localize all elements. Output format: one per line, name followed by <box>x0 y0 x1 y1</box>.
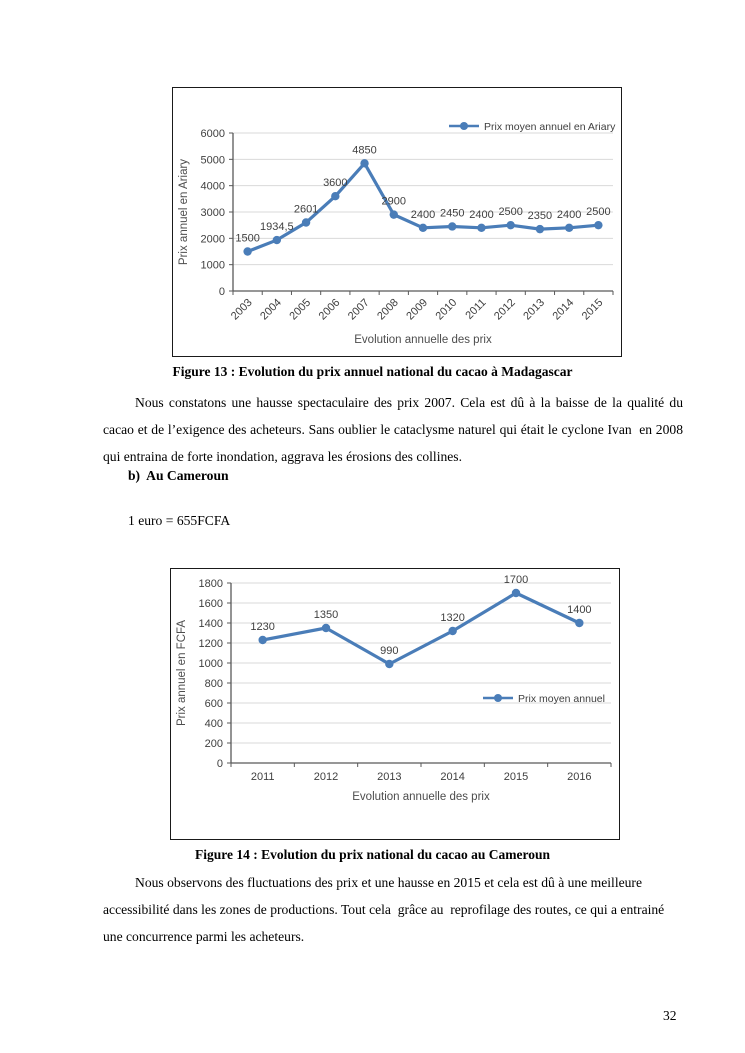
data-point-marker <box>389 210 398 219</box>
y-tick-label: 200 <box>205 738 223 750</box>
x-tick-label: 2014 <box>440 771 464 783</box>
data-label: 1500 <box>235 233 259 245</box>
data-point-marker <box>448 222 457 231</box>
y-tick-label: 0 <box>217 758 223 770</box>
x-tick-label: 2012 <box>314 771 338 783</box>
x-tick-label: 2011 <box>463 297 488 322</box>
y-tick-label: 1800 <box>199 578 223 590</box>
data-point-marker <box>506 220 515 230</box>
data-label: 2400 <box>557 209 581 221</box>
data-label: 2601 <box>294 204 318 216</box>
data-point-marker <box>385 659 394 669</box>
y-tick-label: 1000 <box>199 658 223 670</box>
page-number: 32 <box>663 1008 677 1023</box>
x-tick-label: 2008 <box>375 297 401 323</box>
x-tick-label: 2009 <box>404 297 430 323</box>
data-label: 2400 <box>469 209 493 221</box>
currency-conversion-note: 1 euro = 655FCFA <box>128 513 231 528</box>
x-tick-label: 2015 <box>504 771 528 783</box>
y-tick-label: 6000 <box>201 128 225 140</box>
data-label: 2350 <box>528 210 552 222</box>
y-tick-label: 5000 <box>201 154 225 166</box>
data-line <box>261 591 581 666</box>
y-tick-label: 1600 <box>199 598 223 610</box>
data-point-marker <box>243 247 252 256</box>
y-tick-label: 1000 <box>201 260 225 272</box>
data-point-marker <box>418 223 428 232</box>
data-point-marker <box>321 623 331 633</box>
cameroun-price-line-chart: 0 200 400 600 800 1000 1200 1400 1600 1800 2011 201… <box>176 574 612 803</box>
x-axis-title: Evolution annuelle des prix <box>352 791 490 803</box>
data-label: 990 <box>380 645 398 657</box>
y-tick-label: 1400 <box>199 618 223 630</box>
data-point-marker <box>272 235 282 245</box>
data-label: 1700 <box>504 574 528 586</box>
y-tick-label: 800 <box>205 678 223 690</box>
data-label: 1320 <box>440 612 464 624</box>
data-point-marker <box>331 192 340 201</box>
figure14-caption: Figure 14 : Evolution du prix national d… <box>194 847 551 862</box>
y-tick-label: 1200 <box>199 638 223 650</box>
x-tick-label: 2005 <box>287 297 313 323</box>
x-tick-label: 2006 <box>317 297 343 323</box>
x-tick-label: 2015 <box>580 297 606 323</box>
x-tick-label: 2011 <box>251 771 275 783</box>
y-axis-title: Prix annuel en Ariary <box>178 159 190 265</box>
y-tick-label: 600 <box>205 698 223 710</box>
x-tick-label: 2014 <box>550 297 576 323</box>
y-tick-label: 400 <box>205 718 223 730</box>
data-label: 2500 <box>586 206 610 218</box>
data-label: 2500 <box>498 206 522 218</box>
x-tick-label: 2013 <box>377 771 401 783</box>
data-label: 1400 <box>567 604 591 616</box>
legend-label: Prix moyen annuel en Ariary <box>484 121 616 133</box>
data-point-marker <box>594 220 603 230</box>
y-tick-label: 2000 <box>201 233 225 245</box>
data-point-marker <box>360 159 369 168</box>
data-label: 4850 <box>352 144 376 156</box>
legend-marker-icon <box>460 122 468 130</box>
x-tick-label: 2003 <box>229 297 255 323</box>
data-label: 1230 <box>250 621 274 633</box>
data-label: 2400 <box>411 209 435 221</box>
figure13-caption: Figure 13 : Evolution du prix annuel nat… <box>172 364 573 379</box>
data-label: 3600 <box>323 177 347 189</box>
x-tick-label: 2007 <box>346 297 372 323</box>
y-tick-label: 3000 <box>201 207 225 219</box>
x-axis-title: Evolution annuelle des prix <box>354 334 492 346</box>
legend-marker-icon <box>494 694 502 702</box>
paragraph-cameroun-analysis: Nous observons des fluctuations des prix… <box>103 875 668 944</box>
data-point-marker <box>477 223 486 232</box>
data-point-marker <box>575 618 584 628</box>
y-tick-label: 4000 <box>201 181 225 193</box>
data-label: 1934,5 <box>260 221 294 233</box>
y-tick-label: 0 <box>219 286 225 298</box>
section-heading-cameroun: b) Au Cameroun <box>128 468 229 483</box>
data-point-marker <box>564 223 574 232</box>
x-tick-label: 2013 <box>521 297 547 323</box>
data-point-marker <box>448 626 457 636</box>
data-label: 2450 <box>440 207 464 219</box>
data-point-marker <box>258 635 267 645</box>
figure14-chart-frame: 0 200 400 600 800 1000 1200 1400 1600 1800 2011 201… <box>170 568 620 840</box>
data-point-marker <box>535 224 545 234</box>
data-point-marker <box>301 218 311 227</box>
figure13-chart-frame: 0 1000 2000 3000 4000 5000 6000 2003 2004 2005 200… <box>172 87 622 357</box>
data-point-marker <box>511 588 521 598</box>
x-tick-label: 2010 <box>434 297 460 323</box>
x-tick-label: 2016 <box>567 771 591 783</box>
data-label: 1350 <box>314 609 338 621</box>
paragraph-madagascar-analysis: Nous constatons une hausse spectaculaire… <box>103 395 687 464</box>
data-label: 2900 <box>382 196 406 208</box>
x-tick-label: 2004 <box>258 297 284 323</box>
legend-label: Prix moyen annuel <box>518 693 605 705</box>
y-axis-title: Prix annuel en FCFA <box>176 620 188 726</box>
x-tick-label: 2012 <box>492 297 518 323</box>
